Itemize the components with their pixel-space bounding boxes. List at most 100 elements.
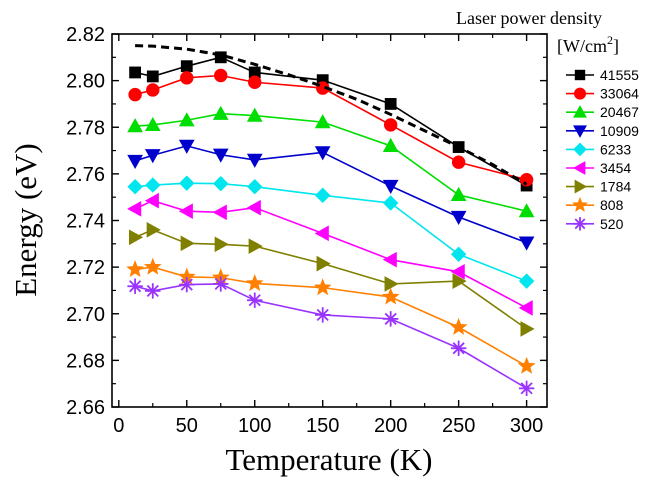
data-point-10909 [212,148,229,163]
data-point-6233 [247,178,263,195]
legend-units-sup: 2 [607,33,613,47]
legend-marker-808 [572,196,588,212]
y-tick-label: 2.80 [66,71,105,93]
data-point-6233 [382,195,399,211]
legend-label-1784: 1784 [600,179,631,195]
data-point-10909 [127,154,143,170]
data-point-10909 [178,139,195,154]
data-point-10909 [314,146,331,161]
data-point-1784 [248,238,263,254]
data-point-10909 [450,210,467,225]
data-point-41555 [180,60,193,73]
data-point-20467 [212,105,229,120]
data-point-20467 [127,118,143,133]
data-point-520 [127,278,143,294]
legend-marker-33064 [574,87,587,100]
data-point-808 [143,257,162,275]
data-point-33064 [180,71,194,85]
data-point-41555 [129,66,142,79]
data-point-3454 [450,263,465,280]
data-point-20467 [246,107,263,122]
data-point-3454 [518,300,533,316]
data-point-20467 [178,112,195,127]
x-tick-label: 0 [113,415,124,437]
data-point-1784 [316,255,331,272]
asterisk-stroke [452,342,465,355]
data-point-3454 [314,225,329,242]
data-point-10909 [246,153,263,168]
x-axis-title: Temperature (K) [226,442,433,477]
y-tick-label: 2.68 [66,350,105,372]
legend-marker-6233 [573,142,587,157]
data-point-6233 [179,175,195,191]
data-point-808 [381,287,400,305]
legend-marker-10909 [573,125,587,138]
x-tick-label: 250 [442,415,475,437]
legend-units-end: ] [613,36,619,56]
data-point-3454 [212,204,227,221]
data-point-33064 [146,83,160,97]
legend-units: [W/cm2] [557,33,619,56]
legend-label-20467: 20467 [600,104,639,120]
data-point-3454 [144,192,159,209]
asterisk-stroke [520,382,533,395]
asterisk-stroke [180,278,193,291]
data-point-520 [179,276,195,293]
data-point-10909 [144,149,161,164]
data-point-1784 [520,321,535,337]
data-point-520 [382,311,399,327]
data-point-6233 [213,175,229,192]
data-point-1784 [128,229,144,246]
asterisk-stroke [316,308,329,321]
legend-label-6233: 6233 [600,141,631,157]
legend-marker-41555 [574,69,586,81]
data-point-6233 [145,177,161,193]
data-point-20467 [518,203,535,218]
axes-layer: 0 50 100 150 200 250 300 2.66 2.68 2.70 2.72 2.74 2.… [66,24,547,437]
y-tick-label: 2.72 [66,257,105,279]
y-tick-label: 2.66 [66,397,105,419]
data-point-520 [213,276,229,292]
legend-marker-1784 [574,179,588,194]
legend-label-808: 808 [600,197,624,213]
plot-frame [111,33,548,408]
y-tick-label: 2.70 [66,304,105,326]
asterisk-stroke [574,218,586,230]
asterisk-stroke [384,312,397,325]
y-tick-label: 2.74 [66,211,105,233]
legend-units-text: [W/cm [557,36,607,56]
y-tick-label: 2.78 [66,117,105,139]
x-tick-label: 200 [374,415,407,437]
y-tick-label: 2.76 [66,164,105,186]
data-point-1784 [180,235,195,252]
data-point-808 [449,317,468,335]
data-point-20467 [314,114,331,129]
data-point-6233 [314,187,331,204]
data-point-3454 [178,203,193,220]
data-point-520 [518,380,535,397]
legend-label-33064: 33064 [600,86,639,102]
data-point-6233 [127,178,143,195]
data-point-808 [245,274,264,292]
legend-label-3454: 3454 [600,160,631,176]
legend-marker-3454 [572,161,586,175]
data-point-520 [450,340,467,356]
legend-title: Laser power density [456,8,602,28]
data-point-33064 [248,75,262,89]
fit-curve [135,44,528,186]
data-point-3454 [246,199,261,216]
x-tick-label: 100 [238,415,271,437]
data-point-1784 [214,236,229,253]
asterisk-stroke [214,277,227,290]
data-point-41555 [146,70,159,83]
data-point-20467 [450,186,467,201]
data-point-33064 [214,68,228,83]
data-point-3454 [382,251,397,268]
series-line-3454 [134,199,527,309]
data-point-808 [517,356,536,374]
data-point-808 [313,278,332,296]
y-tick-label: 2.82 [66,24,105,46]
asterisk-stroke [248,294,261,307]
legend-label-520: 520 [600,216,624,232]
data-point-20467 [144,116,161,132]
